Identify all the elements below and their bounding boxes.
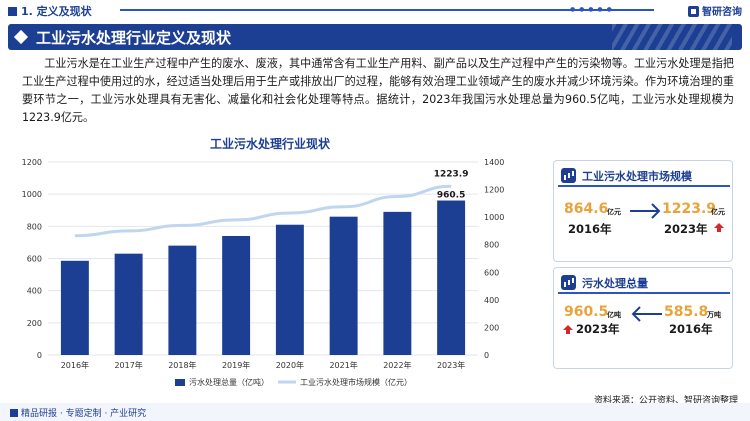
arrow-left-icon — [631, 306, 662, 322]
section-heading: 1. 定义及现状 — [8, 3, 92, 19]
y-left-tick-label: 1200 — [22, 158, 42, 167]
card-header: 污水处理总量 — [558, 274, 730, 294]
market-old-unit: 亿元 — [607, 208, 621, 216]
chart-icon — [561, 168, 576, 183]
stripes-decoration — [612, 24, 732, 50]
bar — [329, 216, 358, 355]
x-tick-label: 2017年 — [114, 360, 142, 370]
dots-decoration-icon: ● ● ● ● ● — [570, 6, 613, 13]
treatment-volume-card: 污水处理总量 960.5 亿吨 2023年 585.8 万吨 2016年 — [553, 267, 733, 369]
bar — [437, 200, 466, 355]
market-new-unit: 亿元 — [711, 208, 725, 216]
market-new-year: 2023年 — [664, 222, 708, 236]
y-left-tick-label: 800 — [27, 222, 42, 231]
arrow-up-icon — [714, 223, 724, 232]
combo-chart: 0 200 400 600 800 1000 1200 0 200 400 600 800 1000 12… — [22, 158, 505, 387]
volume-new-year: 2023年 — [576, 322, 620, 336]
brand-logo-icon — [688, 6, 699, 17]
brand-name: 智研咨询 — [702, 7, 742, 18]
card-title: 污水处理总量 — [582, 277, 648, 290]
x-tick-label: 2019年 — [222, 360, 250, 370]
volume-new-unit: 亿吨 — [607, 311, 621, 319]
bar — [168, 245, 197, 355]
x-tick-label: 2018年 — [168, 360, 196, 370]
volume-old-year: 2016年 — [669, 322, 713, 336]
bottom-bar: 精品研报 · 专题定制 · 产业研究 — [0, 403, 750, 421]
legend-label: 污水处理总量（亿吨） — [189, 377, 269, 387]
data-label: 1223.9 — [434, 169, 469, 179]
market-old-value: 864.6 — [564, 201, 609, 217]
y-right-tick-label: 800 — [484, 241, 499, 250]
slogan-text: 精品研报 · 专题定制 · 产业研究 — [21, 409, 147, 419]
y-left-tick-label: 200 — [27, 319, 42, 328]
page-title: 工业污水处理行业定义及现状 — [36, 29, 232, 47]
diamond-icon — [13, 29, 29, 45]
y-right-tick-label: 1200 — [484, 186, 504, 195]
y-right-tick-label: 0 — [484, 351, 489, 360]
source-note: 资料来源：公开资料、智研咨询整理 — [593, 396, 738, 406]
volume-new-value: 960.5 — [564, 304, 609, 320]
y-left-tick-label: 400 — [27, 287, 42, 296]
header-rule — [120, 9, 654, 11]
legend-swatch-bar — [175, 379, 185, 386]
chart-icon — [561, 275, 576, 290]
y-left-tick-label: 1000 — [22, 190, 42, 199]
x-tick-label: 2020年 — [276, 360, 304, 370]
bar — [60, 260, 89, 355]
intro-paragraph: 工业污水是在工业生产过程中产生的废水、废液，其中通常含有工业生产用料、副产品以及… — [22, 57, 734, 124]
y-right-tick-label: 1000 — [484, 213, 504, 222]
chart-title: 工业污水处理行业现状 — [209, 137, 330, 151]
bar — [383, 211, 412, 355]
data-label: 960.5 — [437, 190, 465, 200]
bar — [114, 253, 143, 355]
y-right-tick-label: 400 — [484, 296, 499, 305]
y-left-tick-label: 0 — [37, 351, 42, 360]
market-new-value: 1223.9 — [662, 201, 717, 217]
y-right-tick-label: 600 — [484, 268, 499, 277]
volume-old-unit: 万吨 — [707, 311, 721, 319]
arrow-up-icon — [563, 325, 573, 334]
x-tick-label: 2016年 — [61, 360, 89, 370]
y-left-tick-label: 600 — [27, 255, 42, 264]
brand: 智研咨询 — [688, 3, 742, 18]
y-right-tick-label: 200 — [484, 323, 499, 332]
legend-label: 工业污水处理市场规模（亿元） — [300, 377, 412, 387]
x-tick-label: 2023年 — [437, 360, 465, 370]
slogan: 精品研报 · 专题定制 · 产业研究 — [10, 406, 146, 419]
x-tick-label: 2022年 — [383, 360, 411, 370]
card-header: 工业污水处理市场规模 — [558, 167, 730, 187]
square-icon — [10, 409, 18, 417]
x-tick-label: 2021年 — [329, 360, 357, 370]
card-title: 工业污水处理市场规模 — [582, 170, 692, 183]
bar — [222, 235, 251, 355]
volume-old-value: 585.8 — [664, 304, 709, 320]
arrow-right-icon — [630, 203, 661, 219]
series-line — [74, 184, 452, 238]
title-banner: 工业污水处理行业定义及现状 — [8, 24, 742, 50]
top-bar: 1. 定义及现状 ● ● ● ● ● 智研咨询 — [0, 0, 750, 20]
y-right-tick-label: 1400 — [484, 158, 504, 167]
section-label: 1. 定义及现状 — [21, 5, 92, 18]
market-old-year: 2016年 — [568, 222, 612, 236]
market-size-card: 工业污水处理市场规模 864.6 亿元 2016年 1223.9 亿元 2023… — [553, 160, 733, 262]
square-icon — [8, 7, 17, 16]
bar — [275, 224, 304, 355]
